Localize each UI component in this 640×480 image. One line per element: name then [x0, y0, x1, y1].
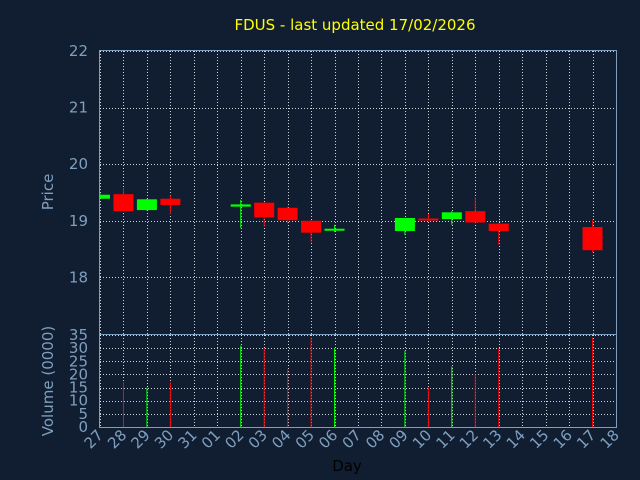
candle-body [160, 198, 181, 205]
x-tick-label: 03 [245, 426, 271, 452]
candle-body [441, 212, 462, 220]
x-tick-label: 16 [550, 426, 576, 452]
x-tick-label: 01 [198, 426, 224, 452]
candle [277, 206, 298, 224]
candle-body [254, 202, 275, 218]
x-tick-label: 29 [128, 426, 154, 452]
price-tick-label: 20 [69, 155, 88, 173]
candle [324, 224, 345, 233]
volume-tick-label: 10 [69, 392, 88, 410]
candle-body [100, 194, 110, 199]
candle [441, 211, 462, 225]
candle-body [324, 228, 345, 231]
volume-axis-label: Volume (0000) [39, 326, 57, 436]
candle-body [277, 207, 298, 221]
candle [465, 197, 486, 223]
x-tick-label: 13 [479, 426, 505, 452]
price-tick-label: 22 [69, 42, 88, 60]
volume-panel-frame [99, 334, 617, 428]
candle [230, 199, 251, 229]
x-tick-label: 08 [362, 426, 388, 452]
x-tick-label: 05 [292, 426, 318, 452]
x-tick-label: 14 [503, 426, 529, 452]
candle-body [230, 204, 251, 207]
x-tick-label: 18 [597, 426, 623, 452]
candle-body [465, 211, 486, 223]
x-tick-label: 07 [339, 426, 365, 452]
volume-tick-label: 15 [69, 379, 88, 397]
x-tick-label: 31 [174, 426, 200, 452]
candle [394, 217, 415, 235]
volume-grid [100, 335, 617, 428]
candle-body [582, 227, 603, 251]
volume-tick-label: 0 [78, 418, 88, 436]
x-tick-label: 30 [151, 426, 177, 452]
x-tick-label: 06 [315, 426, 341, 452]
chart-title: FDUS - last updated 17/02/2026 [234, 16, 475, 34]
volume-tick-label: 20 [69, 365, 88, 383]
candle [160, 195, 181, 215]
candle [99, 193, 110, 199]
candle [582, 219, 603, 253]
candle-body [394, 217, 415, 231]
candle [418, 214, 439, 221]
x-tick-label: 02 [221, 426, 247, 452]
candle [254, 202, 275, 227]
candle-body [136, 199, 157, 211]
x-tick-label: 09 [386, 426, 412, 452]
volume-tick-label: 30 [69, 339, 88, 357]
x-tick-labels: 2728293031010203040506070809101112131415… [81, 426, 623, 452]
x-tick-label: 12 [456, 426, 482, 452]
candle [113, 187, 134, 212]
x-tick-label: 28 [104, 426, 130, 452]
price-tick-label: 19 [69, 212, 88, 230]
price-tick-label: 18 [69, 268, 88, 286]
candle-body [301, 220, 322, 233]
volume-bars [122, 337, 594, 427]
x-tick-label: 17 [573, 426, 599, 452]
x-tick-label: 04 [268, 426, 294, 452]
x-tick-label: 11 [432, 426, 458, 452]
candle [301, 220, 322, 243]
price-tick-labels: 18 19 20 21 22 [69, 42, 88, 286]
x-axis-label: Day [332, 457, 362, 475]
candle-body [488, 223, 509, 231]
candle-body [418, 218, 439, 221]
volume-tick-label: 35 [69, 326, 88, 344]
price-axis-label: Price [39, 174, 57, 211]
x-tick-label: 10 [409, 426, 435, 452]
volume-tick-label: 5 [78, 405, 88, 423]
candle [136, 198, 157, 211]
x-tick-label: 15 [526, 426, 552, 452]
volume-tick-label: 25 [69, 352, 88, 370]
candle [488, 223, 509, 245]
price-tick-label: 21 [69, 99, 88, 117]
price-grid [100, 51, 617, 334]
price-candles [99, 187, 603, 253]
candle-body [113, 194, 134, 212]
